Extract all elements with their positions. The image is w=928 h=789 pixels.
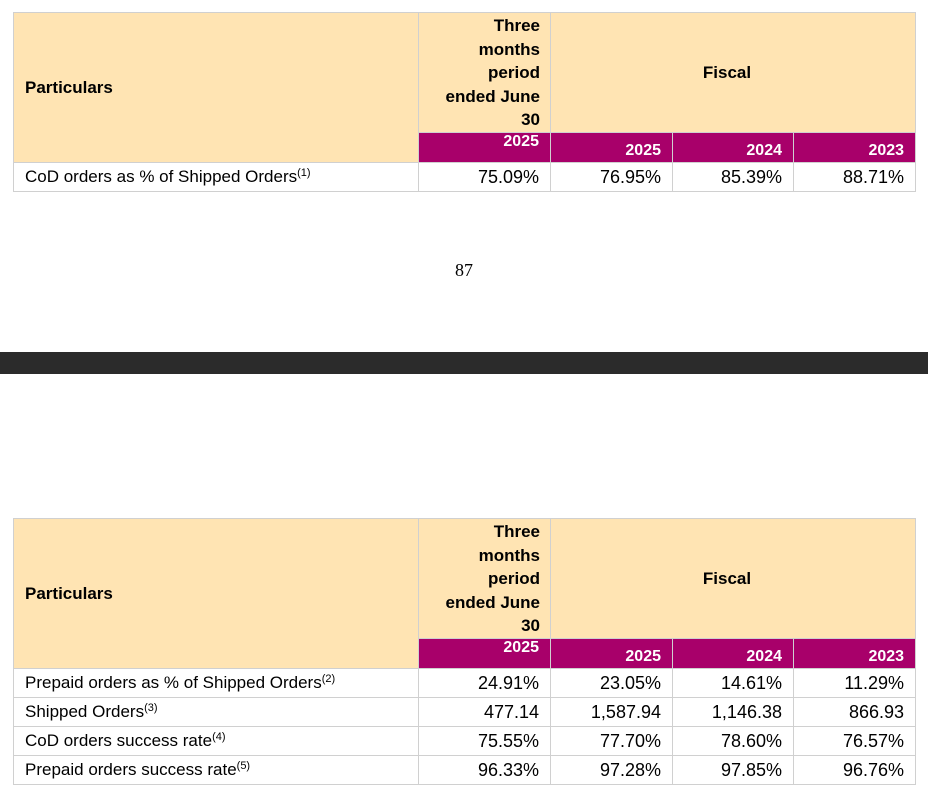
- header-fiscal: Fiscal: [549, 518, 917, 639]
- row-value: 477.14: [418, 697, 551, 727]
- row-label: CoD orders as % of Shipped Orders(1): [13, 162, 419, 192]
- year-header: 2025: [418, 132, 551, 163]
- table-row: CoD orders as % of Shipped Orders(1) 75.…: [13, 162, 917, 192]
- header-particulars: Particulars: [13, 518, 419, 669]
- row-value: 76.95%: [550, 162, 673, 192]
- year-header: 2023: [792, 132, 917, 163]
- row-value: 1,587.94: [550, 697, 673, 727]
- row-value: 96.33%: [418, 755, 551, 785]
- row-value: 76.57%: [792, 726, 917, 756]
- table-row: CoD orders success rate(4) 75.55% 77.70%…: [13, 726, 917, 756]
- row-value: 24.91%: [418, 668, 551, 698]
- row-value: 23.05%: [550, 668, 673, 698]
- row-value: 97.85%: [672, 755, 794, 785]
- page-number: 87: [455, 260, 473, 280]
- row-value: 97.28%: [550, 755, 673, 785]
- row-value: 11.29%: [792, 668, 917, 698]
- row-value: 85.39%: [672, 162, 794, 192]
- year-header: 2025: [550, 638, 673, 669]
- row-value: 78.60%: [672, 726, 794, 756]
- year-header: 2024: [672, 638, 794, 669]
- row-value: 75.55%: [418, 726, 551, 756]
- row-value: 866.93: [792, 697, 917, 727]
- header-particulars: Particulars: [13, 12, 419, 163]
- table-row: Prepaid orders as % of Shipped Orders(2)…: [13, 668, 917, 698]
- row-value: 96.76%: [792, 755, 917, 785]
- row-value: 1,146.38: [672, 697, 794, 727]
- row-label: Prepaid orders success rate(5): [13, 755, 419, 785]
- header-fiscal: Fiscal: [549, 12, 917, 133]
- header-three-months: Three months period ended June 30: [418, 12, 551, 133]
- metrics-table-1: Particulars Three months period ended Ju…: [13, 12, 917, 192]
- row-label: CoD orders success rate(4): [13, 726, 419, 756]
- table-row: Shipped Orders(3) 477.14 1,587.94 1,146.…: [13, 697, 917, 727]
- metrics-table-2: Particulars Three months period ended Ju…: [13, 518, 917, 785]
- year-header: 2024: [672, 132, 794, 163]
- year-header: 2025: [550, 132, 673, 163]
- header-three-months: Three months period ended June 30: [418, 518, 551, 639]
- row-label: Prepaid orders as % of Shipped Orders(2): [13, 668, 419, 698]
- row-value: 14.61%: [672, 668, 794, 698]
- page-divider: [0, 352, 928, 374]
- row-label: Shipped Orders(3): [13, 697, 419, 727]
- row-value: 75.09%: [418, 162, 551, 192]
- row-value: 77.70%: [550, 726, 673, 756]
- row-value: 88.71%: [792, 162, 917, 192]
- table-row: Prepaid orders success rate(5) 96.33% 97…: [13, 755, 917, 785]
- year-header: 2025: [418, 638, 551, 669]
- year-header: 2023: [792, 638, 917, 669]
